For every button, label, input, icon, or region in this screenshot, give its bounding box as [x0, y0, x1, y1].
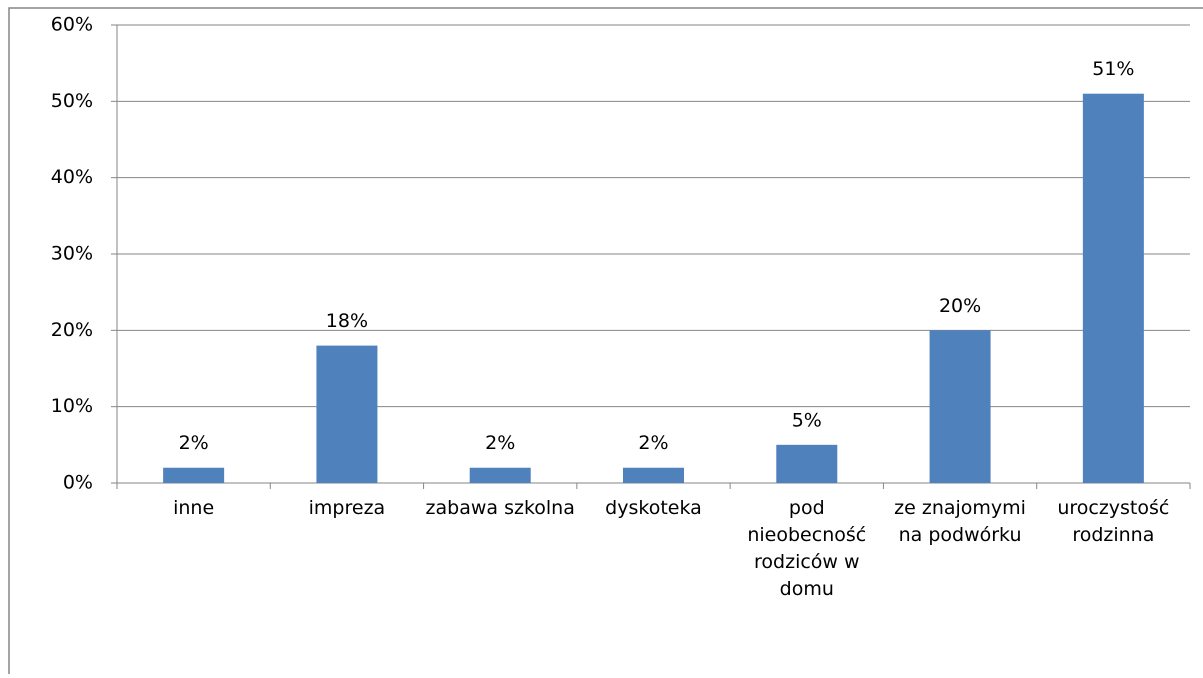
y-tick-label: 30%	[51, 243, 93, 265]
x-tick-label-box: impreza	[308, 497, 386, 519]
data-label: 20%	[939, 295, 981, 317]
data-label: 2%	[485, 432, 515, 454]
data-label: 51%	[1092, 58, 1134, 80]
x-tick-label: impreza	[308, 497, 386, 519]
bar	[776, 444, 838, 483]
bar	[1082, 93, 1144, 483]
bar	[623, 467, 684, 483]
x-tick-label-box: ze znajomymi na podwórku	[894, 497, 1026, 546]
chart-frame	[8, 7, 1203, 674]
bar	[929, 330, 991, 483]
data-label: 18%	[326, 310, 368, 332]
x-tick-label: inne	[173, 497, 215, 519]
x-tick-label-box: dyskoteka	[605, 497, 702, 519]
y-tick-label: 10%	[51, 395, 93, 417]
y-tick-label: 0%	[63, 472, 93, 494]
data-label: 2%	[179, 432, 209, 454]
x-tick-label: uroczystość rodzinna	[1057, 497, 1170, 546]
bar	[316, 345, 378, 483]
y-tick-label: 50%	[51, 90, 93, 112]
x-tick-label: pod nieobecność rodziców w domu	[747, 497, 867, 600]
bar	[469, 467, 531, 483]
y-tick-label: 20%	[51, 319, 93, 341]
data-label: 5%	[792, 409, 822, 431]
x-tick-label: dyskoteka	[605, 497, 702, 519]
x-tick-label-box: inne	[173, 497, 215, 519]
y-tick-label: 60%	[51, 14, 93, 36]
x-tick-label-box: uroczystość rodzinna	[1057, 497, 1170, 546]
x-tick-label-box: zabawa szkolna	[425, 497, 575, 519]
x-tick-label-box: pod nieobecność rodziców w domu	[747, 497, 867, 600]
x-tick-label: ze znajomymi na podwórku	[894, 497, 1026, 546]
x-tick-label: zabawa szkolna	[425, 497, 575, 519]
data-label: 2%	[638, 432, 668, 454]
y-tick-label: 40%	[51, 166, 93, 188]
bar	[163, 467, 225, 483]
